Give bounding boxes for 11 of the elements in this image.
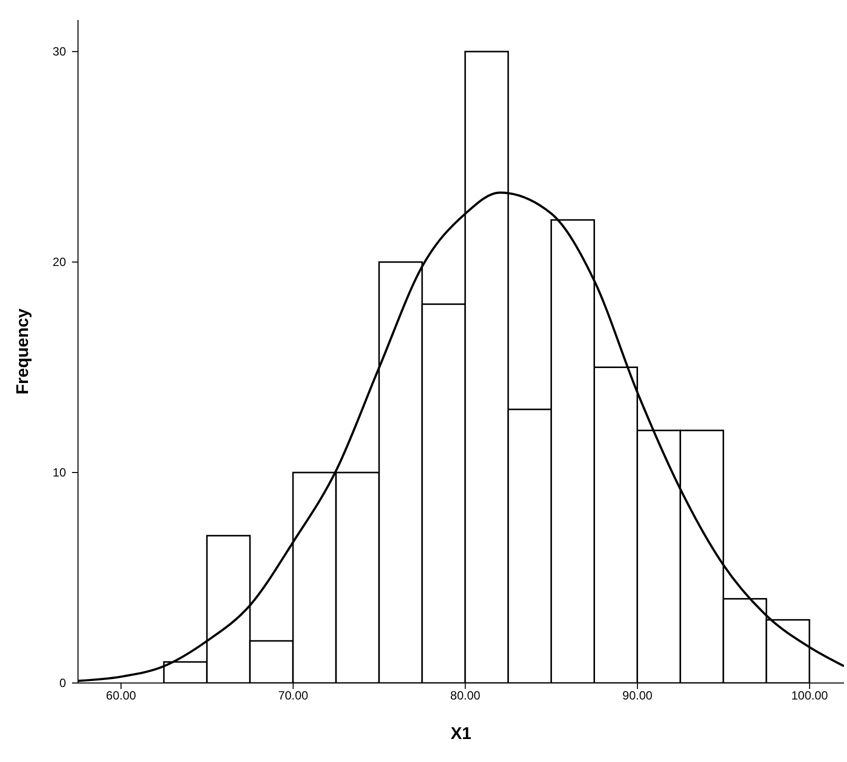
x-tick-label: 70.00 [278, 688, 309, 703]
y-tick-label: 30 [52, 44, 66, 59]
y-tick-label: 20 [52, 255, 66, 270]
x-tick-label: 80.00 [450, 688, 481, 703]
y-axis-title: Frequency [13, 308, 32, 394]
x-tick-label: 100.00 [791, 688, 828, 703]
x-tick-label: 60.00 [106, 688, 136, 703]
y-tick-label: 10 [52, 466, 66, 480]
y-tick-label: 0 [59, 676, 66, 690]
x-axis-title: X1 [450, 724, 472, 743]
x-tick-label: 90.00 [622, 688, 653, 703]
